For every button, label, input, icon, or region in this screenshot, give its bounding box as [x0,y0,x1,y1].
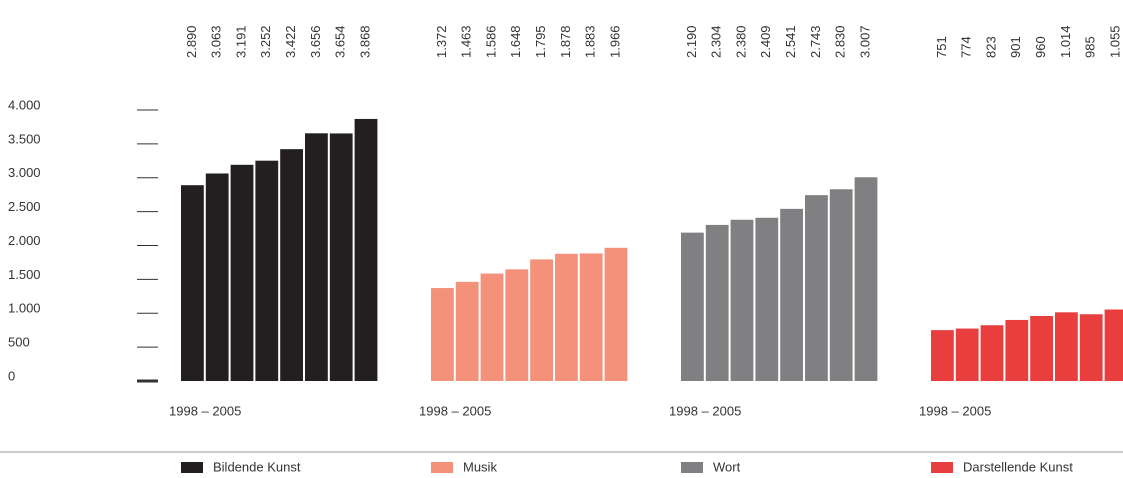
value-label: 2.190 [684,25,699,58]
value-label: 1.372 [434,25,449,58]
value-label: 3.422 [283,25,298,58]
x-axis-label: 1998 – 2005 [669,403,741,418]
value-label: 2.830 [833,25,848,58]
legend-swatch [181,462,203,473]
value-label: 1.055 [1107,25,1122,58]
bar [181,185,204,381]
value-label: 3.868 [357,25,372,58]
bar [555,253,578,381]
value-label: 1.966 [607,25,622,58]
y-tick-label: 2.000 [8,233,41,248]
value-label: 2.304 [709,25,724,58]
bar [305,133,328,381]
legend-label: Wort [713,459,741,474]
value-label: 960 [1033,36,1048,58]
bar [1079,314,1103,381]
bar [829,189,853,381]
y-tick-label: 0 [8,368,15,383]
bar [1030,315,1053,381]
value-label: 3.191 [233,25,248,58]
value-label: 901 [1008,36,1023,58]
bar [530,259,553,381]
legend-label: Musik [463,459,497,474]
y-tick-label: 3.500 [8,131,41,146]
bar [205,173,229,381]
value-label: 3.007 [857,25,872,58]
y-tick-label: 1.500 [8,267,41,282]
bar [705,224,729,381]
bar [730,219,754,381]
value-label: 2.743 [808,25,823,58]
legend-swatch [681,462,703,473]
value-label: 3.654 [333,25,348,58]
value-label: 774 [959,36,974,58]
x-axis-label: 1998 – 2005 [169,403,241,418]
x-axis-label: 1998 – 2005 [919,403,991,418]
value-label: 1.463 [459,25,474,58]
bar [354,118,378,382]
legend-swatch [431,462,453,473]
value-label: 2.380 [733,25,748,58]
value-label: 1.795 [533,25,548,58]
bar [1055,312,1078,381]
y-tick-label: 1.000 [8,301,41,316]
x-axis-label: 1998 – 2005 [419,403,491,418]
value-label: 2.409 [758,25,773,58]
value-label: 1.014 [1058,25,1073,58]
bar [604,247,628,381]
bar [280,149,303,381]
bar [431,288,454,381]
value-label: 1.648 [508,25,523,58]
bar [329,133,353,381]
value-label: 2.541 [783,25,798,58]
bar [955,328,979,381]
legend-label: Bildende Kunst [213,459,301,474]
bar [579,253,603,381]
bar [980,325,1004,381]
value-label: 985 [1083,36,1098,58]
bar [480,273,504,381]
bar [805,195,828,381]
y-tick-label: 3.000 [8,165,41,180]
value-label: 2.890 [184,25,199,58]
value-label: 1.586 [483,25,498,58]
y-tick-label: 4.000 [8,97,41,112]
bar [931,330,954,381]
bar [755,217,779,381]
bar [780,208,803,381]
bar [1005,319,1029,381]
value-label: 3.252 [258,25,273,58]
legend-label: Darstellende Kunst [963,459,1073,474]
bar [255,160,279,381]
value-label: 3.063 [209,25,224,58]
bar [455,281,479,381]
value-label: 1.878 [558,25,573,58]
value-label: 751 [934,36,949,58]
value-label: 1.883 [583,25,598,58]
bar [1104,309,1123,381]
value-label: 3.656 [308,25,323,58]
bar [854,177,878,381]
bar [681,232,704,381]
value-label: 823 [983,36,998,58]
bar [230,164,254,381]
y-tick-label: 500 [8,335,30,350]
legend-swatch [931,462,953,473]
y-tick-label: 2.500 [8,199,41,214]
bar [505,269,529,381]
